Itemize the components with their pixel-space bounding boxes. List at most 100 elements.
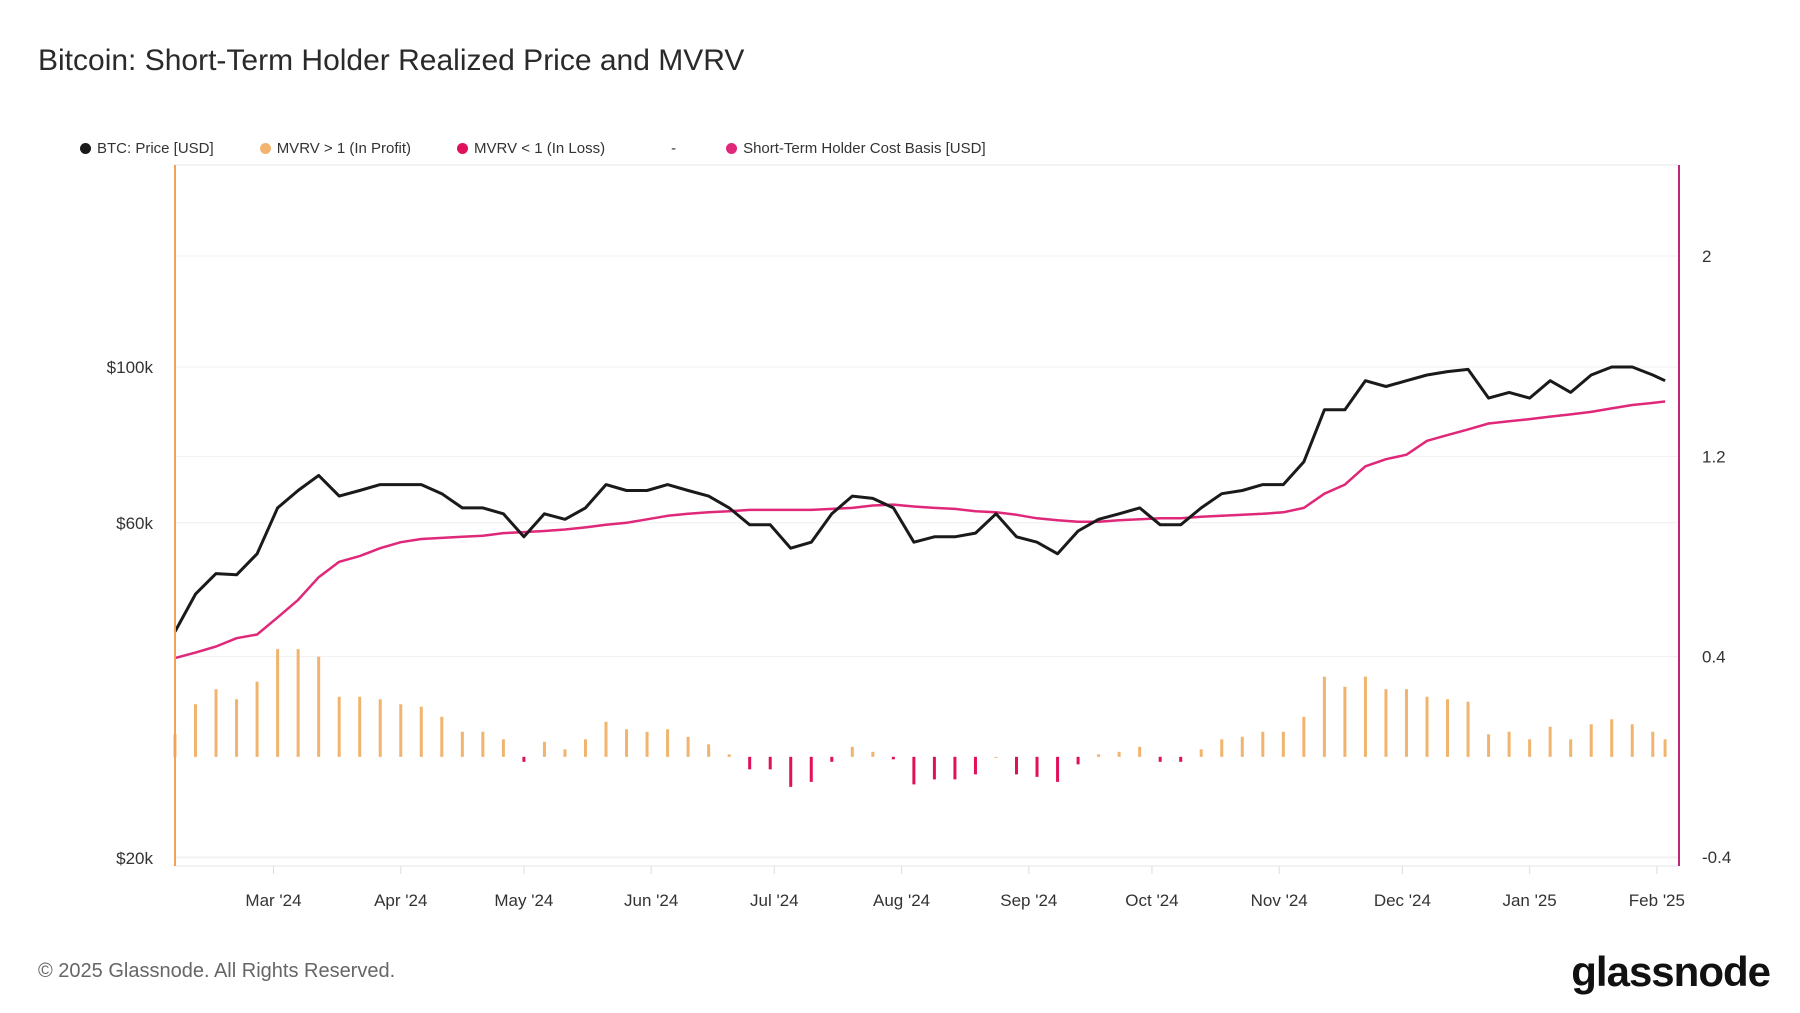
mvrv-bar-profit [1138, 746, 1142, 757]
mvrv-bar-loss [789, 756, 793, 787]
legend-label: Short-Term Holder Cost Basis [USD] [743, 140, 986, 157]
legend-item-price[interactable]: BTC: Price [USD] [80, 140, 214, 157]
legend-item-cost-basis[interactable]: Short-Term Holder Cost Basis [USD] [726, 140, 986, 157]
mvrv-bars [173, 649, 1667, 787]
mvrv-bar-profit [583, 739, 587, 757]
mvrv-bar-profit [1363, 676, 1367, 757]
mvrv-bar-profit [645, 731, 649, 757]
x-tick-label: May '24 [494, 891, 553, 910]
glassnode-logo: glassnode [1571, 948, 1771, 995]
copyright: © 2025 Glassnode. All Rights Reserved. [38, 960, 396, 982]
mvrv-bar-profit [255, 681, 259, 757]
mvrv-bar-profit [358, 696, 362, 757]
y-right-tick-label: -0.4 [1702, 848, 1731, 867]
mvrv-bar-profit [542, 741, 546, 757]
mvrv-bar-loss [1158, 756, 1162, 762]
mvrv-bar-profit [1343, 686, 1347, 757]
legend-dot-icon [259, 143, 271, 154]
mvrv-bar-loss [748, 756, 752, 770]
mvrv-bar-profit [235, 699, 239, 757]
mvrv-bar-profit [994, 756, 998, 758]
series-lines [173, 365, 1666, 660]
mvrv-bar-loss [932, 756, 936, 780]
x-tick-label: Jan '25 [1502, 891, 1556, 910]
mvrv-bar-profit [1261, 731, 1265, 757]
mvrv-bar-loss [768, 756, 772, 770]
mvrv-bar-profit [1322, 676, 1326, 757]
price-line [173, 365, 1666, 633]
mvrv-bar-profit [1117, 751, 1121, 757]
mvrv-bar-profit [871, 751, 875, 757]
mvrv-bar-loss [809, 756, 813, 782]
mvrv-bar-profit [563, 749, 567, 757]
legend-item-profit[interactable]: MVRV > 1 (In Profit) [259, 140, 411, 157]
y-right-tick-label: 2 [1702, 247, 1711, 266]
mvrv-bar-profit [1589, 724, 1593, 757]
x-tick-label: Nov '24 [1251, 891, 1308, 910]
legend-item-loss[interactable]: MVRV < 1 (In Loss) [457, 140, 605, 157]
mvrv-bar-profit [1220, 739, 1224, 757]
y-right-tick-label: 1.2 [1702, 447, 1726, 466]
mvrv-bar-profit [1663, 739, 1667, 757]
mvrv-bar-loss [891, 756, 895, 760]
mvrv-bar-profit [666, 729, 670, 757]
mvrv-bar-profit [1651, 731, 1655, 757]
mvrv-bar-loss [973, 756, 977, 775]
mvrv-bar-profit [686, 736, 690, 757]
mvrv-bar-loss [953, 756, 957, 780]
axes: $20k $60k $100k -0.4 0.4 1.2 2 Mar '24 Apr '24 Ma… [107, 165, 1731, 910]
y-left-tick-label: $60k [116, 514, 153, 533]
mvrv-bar-profit [727, 754, 731, 757]
mvrv-bar-profit [1507, 731, 1511, 757]
x-tick-label: Dec '24 [1374, 891, 1431, 910]
x-tick-label: Jul '24 [750, 891, 799, 910]
mvrv-bar-profit [419, 706, 423, 757]
mvrv-bar-profit [460, 731, 464, 757]
mvrv-bar-profit [1446, 699, 1450, 757]
cost-basis-line [174, 400, 1666, 660]
gridlines [175, 164, 1679, 867]
x-tick-label: Apr '24 [374, 891, 427, 910]
legend-label: - [671, 140, 677, 157]
mvrv-bar-loss [1015, 756, 1019, 775]
mvrv-bar-profit [1281, 731, 1285, 757]
x-tick-label: Oct '24 [1125, 891, 1178, 910]
mvrv-bar-profit [1487, 734, 1491, 757]
mvrv-bar-profit [1302, 716, 1306, 757]
mvrv-bar-profit [1630, 724, 1634, 757]
legend-dot-icon [457, 143, 469, 154]
x-tick-label: Feb '25 [1629, 891, 1685, 910]
mvrv-bar-profit [481, 731, 485, 757]
mvrv-bar-profit [707, 744, 711, 757]
mvrv-bar-loss [1179, 756, 1183, 762]
mvrv-bar-profit [1528, 739, 1532, 757]
legend: BTC: Price [USD] MVRV > 1 (In Profit) MV… [80, 140, 1032, 157]
legend-label: BTC: Price [USD] [97, 140, 214, 157]
legend-label: MVRV < 1 (In Loss) [474, 140, 606, 157]
legend-dot-icon [726, 143, 738, 154]
mvrv-bar-profit [276, 649, 280, 757]
x-tick-label: Jun '24 [624, 891, 678, 910]
mvrv-bar-profit [604, 721, 608, 757]
x-tick-label: Sep '24 [1000, 891, 1057, 910]
mvrv-bar-loss [830, 756, 834, 762]
mvrv-bar-profit [1425, 696, 1429, 757]
mvrv-bar-profit [1569, 739, 1573, 757]
mvrv-bar-profit [1404, 689, 1408, 757]
mvrv-bar-profit [1610, 719, 1614, 757]
mvrv-bar-profit [440, 716, 444, 757]
mvrv-bar-profit [1384, 689, 1388, 757]
mvrv-bar-loss [522, 756, 526, 762]
mvrv-bar-profit [194, 704, 198, 757]
mvrv-bar-loss [912, 756, 916, 785]
legend-dot-icon [80, 143, 91, 154]
mvrv-bar-profit [1199, 749, 1203, 757]
mvrv-bar-profit [337, 696, 341, 757]
mvrv-bar-profit [399, 704, 403, 757]
y-left-tick-label: $100k [107, 358, 154, 377]
chart-title: Bitcoin: Short-Term Holder Realized Pric… [38, 44, 745, 77]
mvrv-bar-profit [625, 729, 629, 757]
y-right-tick-label: 0.4 [1702, 648, 1726, 667]
mvrv-bar-profit [850, 746, 854, 757]
